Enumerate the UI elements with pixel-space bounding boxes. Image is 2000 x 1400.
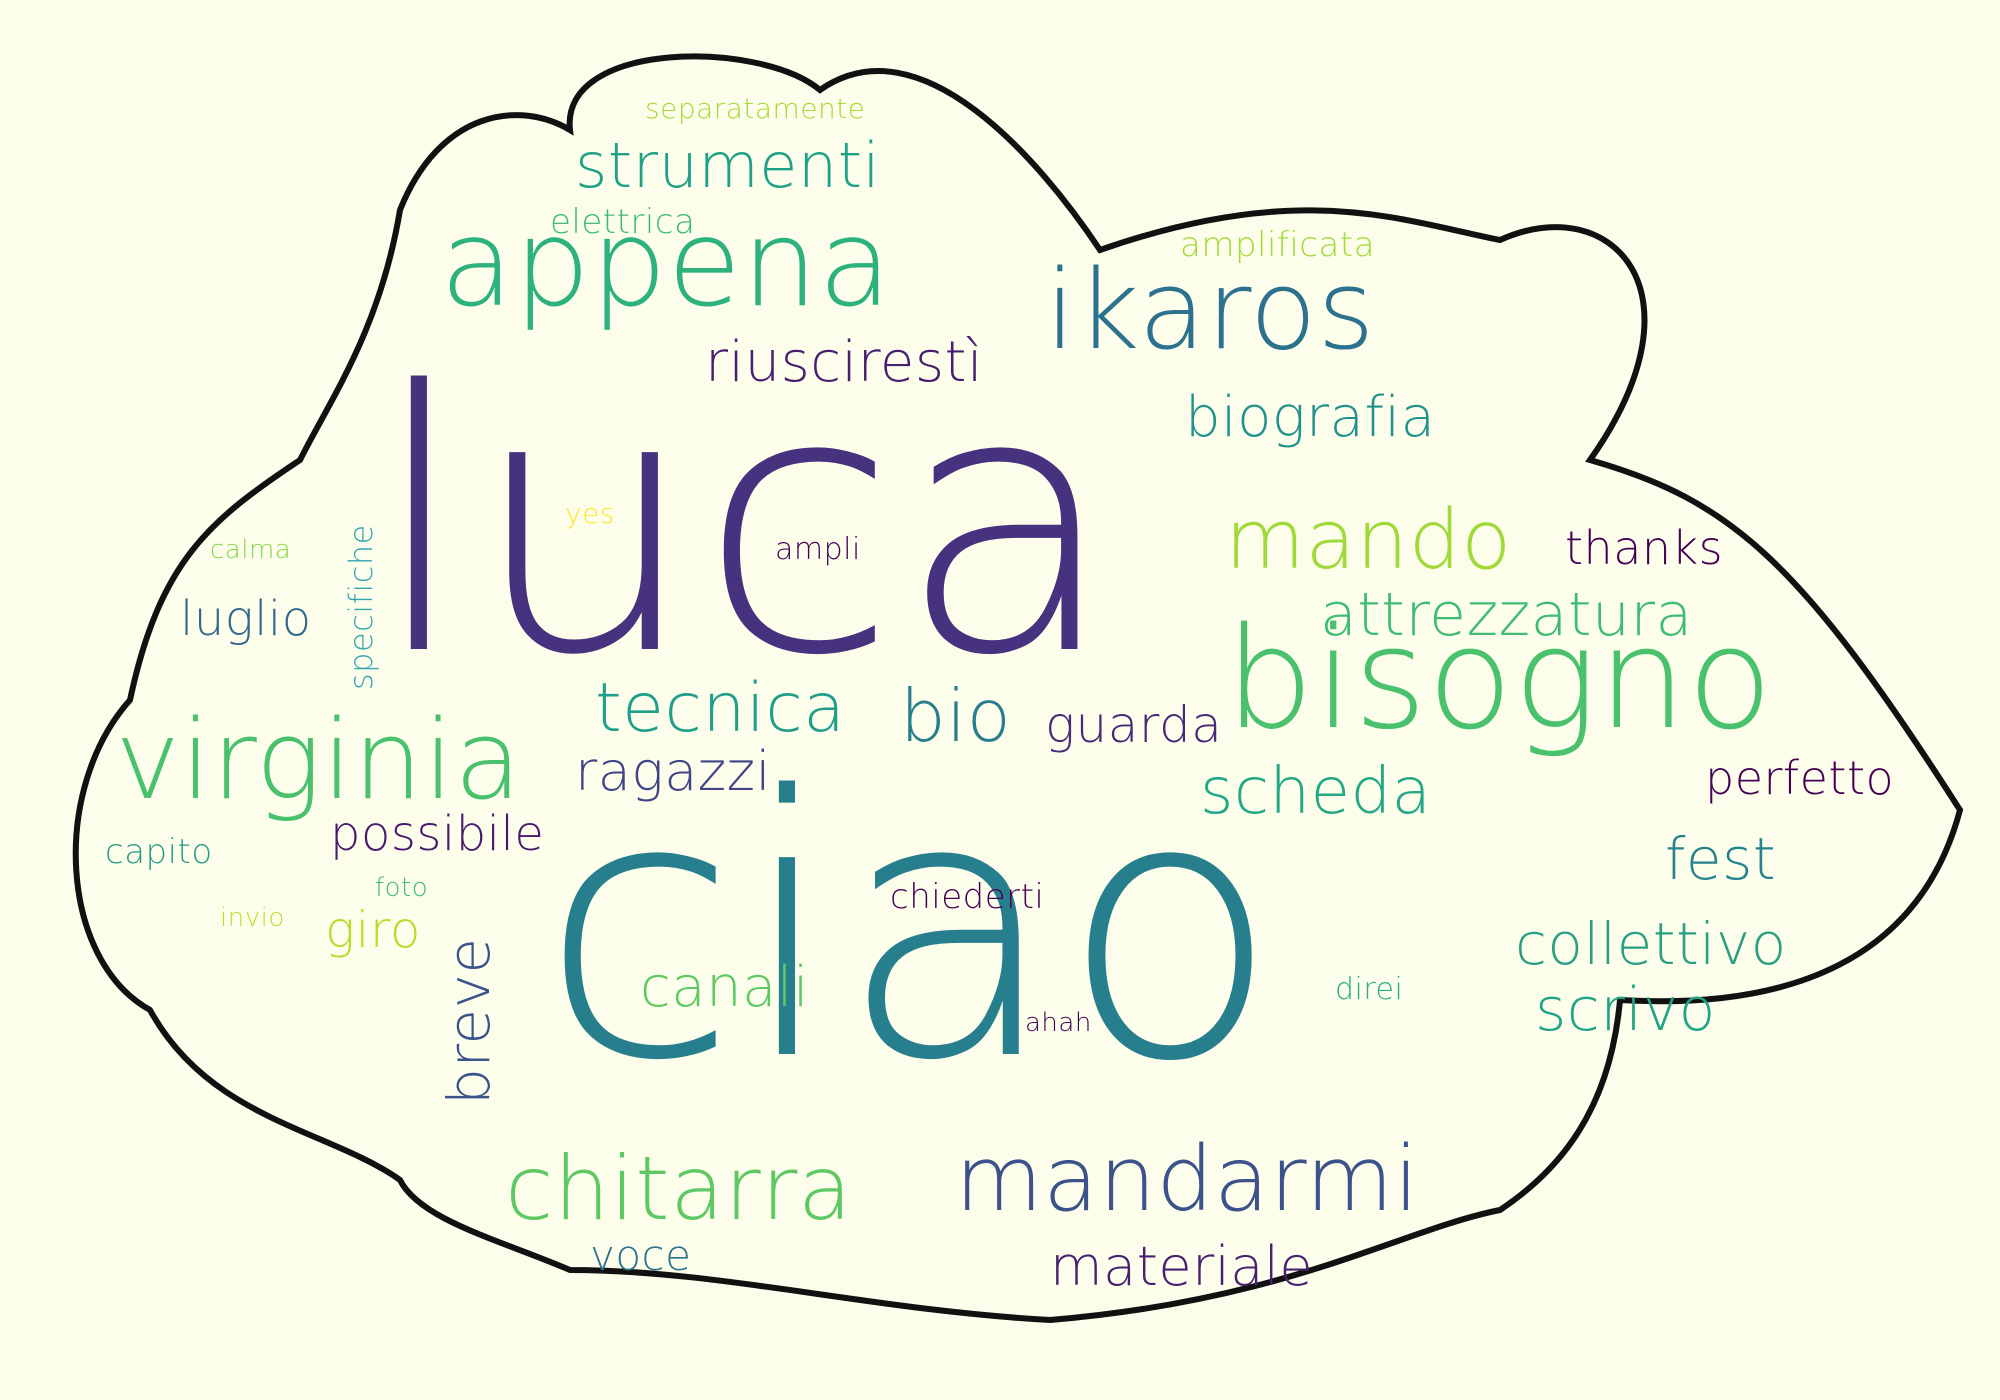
word-invio: invio [220,903,285,933]
word-scheda: scheda [1200,755,1432,829]
word-scrivo: scrivo [1535,975,1716,1045]
word-collettivo: collettivo [1515,910,1787,978]
word-elettrica: elettrica [550,202,696,242]
word-bio: bio [900,674,1012,758]
word-giro: giro [325,901,421,959]
word-amplificata: amplificata [1180,225,1376,265]
word-ciao: ciao [540,720,1281,1139]
word-specifiche: specifiche [342,524,380,690]
word-ampli: ampli [775,532,861,567]
word-breve: breve [435,937,503,1105]
word-appena: appena [440,195,893,334]
word-calma: calma [210,535,292,565]
word-thanks: thanks [1565,521,1724,575]
word-ahah: ahah [1025,1008,1092,1038]
word-attrezzatura: attrezzatura [1320,580,1693,650]
word-guarda: guarda [1045,696,1223,754]
word-riuscirestì: riuscirestì [705,330,984,395]
word-canali: canali [640,955,810,1020]
word-mando: mando [1225,493,1512,588]
word-mandarmi: mandarmi [955,1127,1420,1232]
word-materiale: materiale [1050,1235,1314,1298]
word-ikaros: ikaros [1045,246,1376,374]
word-luglio: luglio [180,591,312,647]
word-separatamente: separatamente [645,92,866,125]
word-strumenti: strumenti [575,129,881,202]
word-ragazzi: ragazzi [575,740,771,803]
word-biografia: biografia [1185,385,1436,450]
word-chitarra: chitarra [505,1137,853,1240]
word-yes: yes [565,497,615,530]
word-fest: fest [1665,825,1777,893]
word-capito: capito [105,832,213,872]
word-direi: direi [1335,972,1404,1007]
word-voce: voce [590,1231,692,1280]
word-bisogno: bisogno [1225,598,1774,761]
word-foto: foto [375,873,429,903]
cloud-outline [72,53,1964,1324]
word-possibile: possibile [330,806,545,862]
word-virginia: virginia [115,696,523,824]
word-luca: luca [370,315,1119,734]
word-perfetto: perfetto [1705,751,1895,805]
word-chiederti: chiederti [890,877,1045,917]
word-tecnica: tecnica [595,669,846,748]
